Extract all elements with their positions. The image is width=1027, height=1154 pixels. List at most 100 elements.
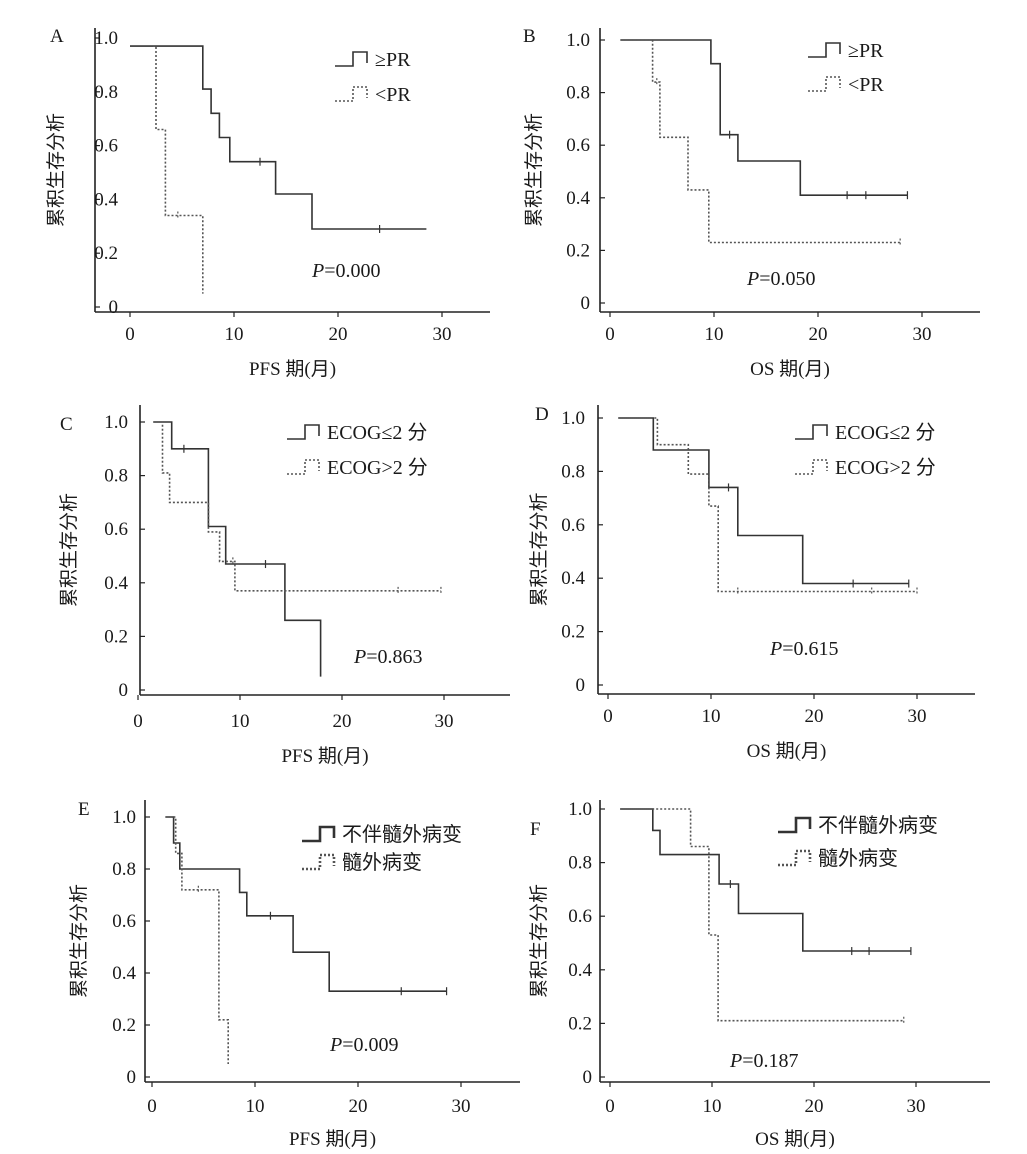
x-tick-label: 30 bbox=[913, 324, 932, 345]
p-value-label: P=0.050 bbox=[746, 268, 816, 290]
y-tick-label: 1.0 bbox=[112, 807, 136, 828]
x-tick-label: 0 bbox=[147, 1096, 157, 1117]
panel-label: B bbox=[523, 26, 536, 47]
legend-label: ECOG>2 分 bbox=[835, 456, 936, 479]
survival-curve-group-2 bbox=[165, 816, 229, 1064]
legend-swatch bbox=[302, 853, 336, 871]
x-tick-label: 10 bbox=[246, 1096, 265, 1117]
panel-b: B 0 0.2 0.4 0.6 0.8 1.0 0 10 20 30 OS 期(月) 累积生存分析 P=0… bbox=[523, 26, 980, 380]
y-axis-label: 累积生存分析 bbox=[528, 492, 550, 606]
y-tick-label: 0 bbox=[119, 680, 129, 701]
p-value-label: P=0.863 bbox=[353, 646, 423, 668]
x-tick-label: 0 bbox=[603, 706, 613, 727]
panel-label: D bbox=[535, 404, 549, 425]
x-tick-label: 30 bbox=[452, 1096, 471, 1117]
y-tick-label: 0.2 bbox=[568, 1013, 592, 1034]
legend-label: 髓外病变 bbox=[342, 851, 422, 874]
legend-swatch bbox=[808, 76, 841, 92]
x-tick-label: 10 bbox=[225, 324, 244, 345]
panel-label: F bbox=[530, 819, 541, 840]
y-tick-label: 0.4 bbox=[104, 573, 128, 594]
y-tick-label: 0 bbox=[583, 1067, 593, 1088]
panel-label: A bbox=[50, 26, 64, 47]
y-tick-label: 0.4 bbox=[112, 963, 136, 984]
legend-label: ECOG>2 分 bbox=[327, 456, 428, 479]
legend-label: <PR bbox=[375, 84, 411, 106]
legend-swatch bbox=[795, 424, 828, 440]
y-tick-label: 0.8 bbox=[112, 859, 136, 880]
y-axis-label: 累积生存分析 bbox=[528, 884, 550, 998]
y-tick-label: 0.8 bbox=[94, 82, 118, 103]
legend-label: ECOG≤2 分 bbox=[835, 421, 935, 444]
x-tick-label: 30 bbox=[907, 1096, 926, 1117]
x-axis-label: OS 期(月) bbox=[747, 740, 827, 762]
x-tick-label: 20 bbox=[805, 1096, 824, 1117]
y-tick-label: 0.6 bbox=[94, 136, 118, 157]
legend-swatch bbox=[795, 459, 828, 475]
y-tick-label: 0.4 bbox=[94, 189, 118, 210]
y-tick-label: 0.2 bbox=[104, 626, 128, 647]
x-tick-label: 30 bbox=[433, 324, 452, 345]
y-tick-label: 1.0 bbox=[568, 799, 592, 820]
survival-curve-group-2 bbox=[620, 808, 904, 1022]
panel-label: C bbox=[60, 414, 73, 435]
y-tick-label: 0.4 bbox=[568, 960, 592, 981]
x-axis-label: OS 期(月) bbox=[750, 358, 830, 380]
y-tick-label: 0 bbox=[581, 293, 591, 314]
p-value-label: P=0.009 bbox=[329, 1034, 399, 1056]
x-tick-label: 20 bbox=[329, 324, 348, 345]
survival-curve-group-2 bbox=[618, 417, 917, 593]
x-tick-label: 20 bbox=[349, 1096, 368, 1117]
x-tick-label: 0 bbox=[133, 711, 143, 732]
x-tick-label: 20 bbox=[805, 706, 824, 727]
legend-label: 不伴髓外病变 bbox=[342, 823, 462, 846]
panel-e: E 0 0.2 0.4 0.6 0.8 1.0 0 10 20 30 PFS 期(月) 累积生存分析 P=… bbox=[68, 799, 520, 1150]
p-value-label: P=0.187 bbox=[729, 1050, 799, 1072]
survival-curve-group-1 bbox=[618, 417, 909, 585]
x-tick-label: 0 bbox=[125, 324, 135, 345]
y-tick-label: 1.0 bbox=[104, 412, 128, 433]
p-value-label: P=0.000 bbox=[311, 260, 381, 282]
panel-label: E bbox=[78, 799, 90, 820]
x-tick-label: 10 bbox=[702, 706, 721, 727]
y-tick-label: 0.2 bbox=[94, 243, 118, 264]
survival-curve-group-1 bbox=[153, 421, 322, 677]
legend-swatch bbox=[335, 51, 368, 67]
survival-curve-group-2 bbox=[153, 421, 441, 592]
legend-swatch bbox=[778, 849, 812, 867]
y-tick-label: 1.0 bbox=[94, 28, 118, 49]
legend-label: ≥PR bbox=[848, 40, 884, 62]
x-axis-label: PFS 期(月) bbox=[289, 1128, 376, 1150]
y-tick-label: 0 bbox=[127, 1067, 137, 1088]
panel-a: A 0 0.2 0.4 0.6 0.8 1.0 0 10 20 30 PFS 期(月) 累积生存分析 P=… bbox=[45, 26, 490, 380]
legend-label: ECOG≤2 分 bbox=[327, 421, 427, 444]
y-tick-label: 0 bbox=[109, 297, 119, 318]
y-tick-label: 0.8 bbox=[104, 466, 128, 487]
survival-curve-group-2 bbox=[152, 45, 204, 294]
y-tick-label: 0.4 bbox=[561, 568, 585, 589]
legend-swatch bbox=[335, 86, 368, 102]
legend-label: <PR bbox=[848, 74, 884, 96]
y-axis-label: 累积生存分析 bbox=[523, 113, 545, 227]
survival-curve-group-2 bbox=[620, 39, 901, 244]
survival-curve-group-1 bbox=[620, 39, 908, 196]
legend-swatch bbox=[287, 459, 320, 475]
legend-swatch bbox=[778, 816, 812, 834]
x-axis-label: PFS 期(月) bbox=[281, 745, 368, 767]
y-tick-label: 0.6 bbox=[112, 911, 136, 932]
y-tick-label: 0.2 bbox=[112, 1015, 136, 1036]
survival-curve-group-1 bbox=[130, 45, 427, 230]
legend-label: 髓外病变 bbox=[818, 847, 898, 870]
x-tick-label: 10 bbox=[231, 711, 250, 732]
x-tick-label: 10 bbox=[703, 1096, 722, 1117]
x-tick-label: 20 bbox=[809, 324, 828, 345]
y-tick-label: 0.6 bbox=[561, 515, 585, 536]
x-axis-label: OS 期(月) bbox=[755, 1128, 835, 1150]
y-tick-label: 0.6 bbox=[568, 906, 592, 927]
y-tick-label: 0.6 bbox=[566, 135, 590, 156]
y-tick-label: 0.2 bbox=[566, 240, 590, 261]
y-tick-label: 1.0 bbox=[566, 30, 590, 51]
y-tick-label: 0 bbox=[576, 675, 586, 696]
y-tick-label: 1.0 bbox=[561, 408, 585, 429]
